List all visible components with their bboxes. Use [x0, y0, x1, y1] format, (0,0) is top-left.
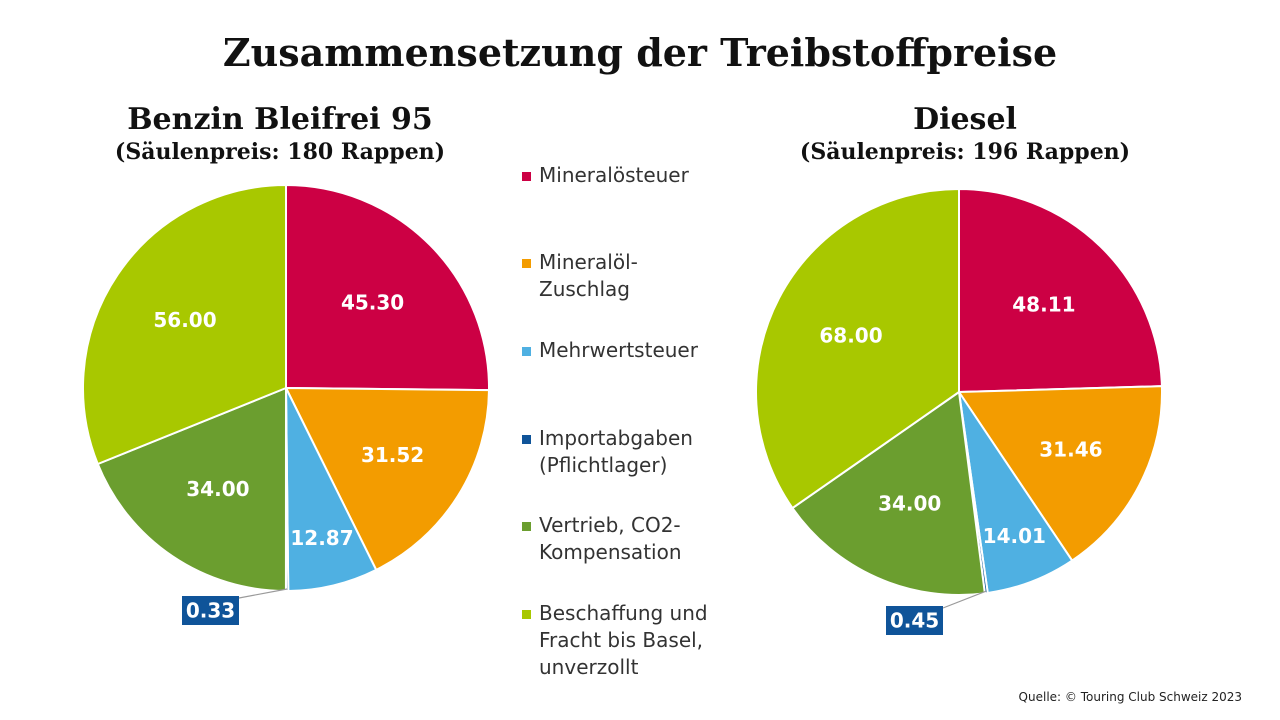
pie-benzin: 45.30 31.52 12.87 0.33 34.00 56.00	[82, 183, 491, 625]
legend-label: Importabgaben (Pflichtlager)	[539, 426, 693, 477]
chart-title-diesel-main: Diesel	[913, 102, 1017, 137]
data-label-benzin-0: 45.30	[341, 290, 404, 314]
data-label-diesel-0: 48.11	[1012, 293, 1075, 317]
pie-slice-diesel-1	[957, 385, 1163, 562]
legend-swatch	[522, 522, 531, 531]
legend-swatch	[522, 172, 531, 181]
legend-swatch	[522, 435, 531, 444]
data-label-diesel-3: 0.45	[890, 609, 939, 633]
data-label-diesel-4: 34.00	[878, 491, 941, 515]
data-label-benzin-1: 31.52	[361, 443, 424, 467]
page-title: Zusammensetzung der Treibstoffpreise	[222, 30, 1058, 75]
pie-slice-diesel-0	[958, 187, 1163, 394]
chart-title-benzin: Benzin Bleifrei 95 (Säulenpreis: 180 Rap…	[60, 103, 500, 167]
pie-slice-benzin-0	[285, 183, 490, 392]
legend-swatch	[522, 259, 531, 268]
data-label-benzin-4: 34.00	[186, 477, 249, 501]
data-label-diesel-2: 14.01	[983, 524, 1046, 548]
legend-label: Mineralösteuer	[539, 163, 689, 187]
legend-label: Mineralöl- Zuschlag	[539, 250, 638, 301]
chart-title-benzin-main: Benzin Bleifrei 95	[127, 102, 433, 137]
chart-subtitle-diesel: (Säulenpreis: 196 Rappen)	[799, 139, 1131, 165]
data-label-diesel-1: 31.46	[1039, 438, 1102, 462]
data-label-benzin-2: 12.87	[290, 526, 353, 550]
legend-label: Mehrwertsteuer	[539, 338, 698, 362]
legend-swatch	[522, 347, 531, 356]
data-label-box-diesel	[886, 606, 943, 635]
legend-label: Beschaffung und Fracht bis Basel, unverz…	[539, 601, 708, 679]
pie-slice-benzin-1	[284, 386, 491, 572]
source-note: Quelle: © Touring Club Schweiz 2023	[1018, 690, 1242, 704]
data-label-benzin-5: 56.00	[153, 308, 216, 332]
pie-diesel: 48.11 31.46 14.01 0.45 34.00 68.00	[755, 187, 1163, 635]
pie-slice-diesel-5	[755, 187, 960, 510]
legend-swatch	[522, 610, 531, 619]
pie-slice-diesel-4	[791, 390, 986, 596]
pie-slice-benzin-4	[96, 386, 288, 593]
data-label-benzin-3: 0.33	[186, 599, 235, 623]
pie-slice-benzin-5	[82, 183, 287, 466]
legend-label: Vertrieb, CO2- Kompensation	[539, 513, 682, 564]
leader-line-benzin	[238, 588, 288, 599]
chart-subtitle-benzin: (Säulenpreis: 180 Rappen)	[114, 139, 446, 165]
data-label-box-benzin	[182, 596, 239, 625]
data-label-diesel-5: 68.00	[819, 324, 882, 348]
leader-line-diesel	[942, 590, 987, 609]
chart-title-diesel: Diesel (Säulenpreis: 196 Rappen)	[745, 103, 1185, 167]
